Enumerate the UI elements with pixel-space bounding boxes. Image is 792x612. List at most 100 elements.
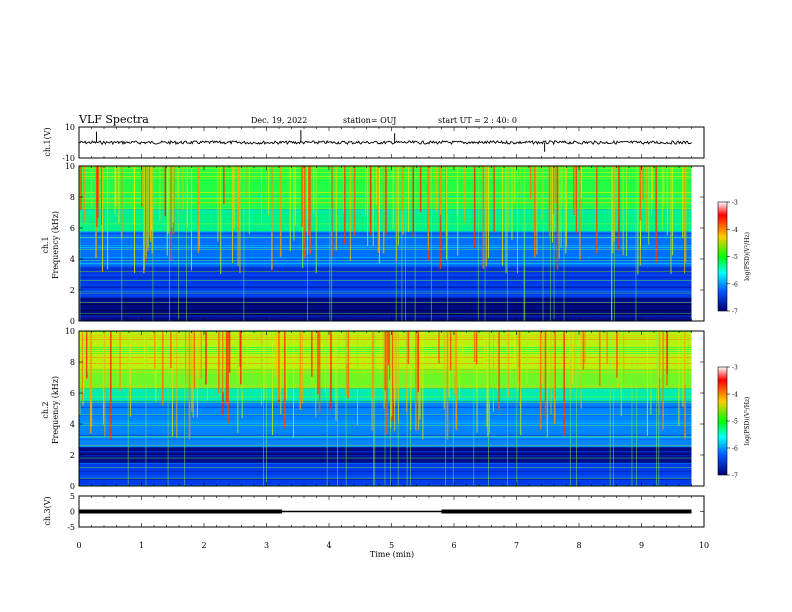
- ch2-spec-streak: [227, 331, 229, 423]
- ch1-spec-row: [79, 268, 692, 270]
- station-label: station= OUJ: [343, 116, 396, 125]
- ch1-spec-streak: [639, 166, 642, 221]
- ch1-spec-streak: [186, 166, 188, 228]
- ch1-spec-streak: [511, 166, 513, 240]
- ch1-spec-streak: [622, 166, 624, 256]
- ch1-spec-streak: [147, 166, 149, 248]
- ch2-spec-streak: [276, 331, 278, 378]
- ch2-spec-streak: [517, 331, 519, 391]
- ch2-spec-streak: [347, 331, 350, 399]
- ch2-spec-streak: [299, 331, 302, 411]
- ch2-spec-streak: [184, 331, 187, 384]
- x-tick-label: 1: [139, 541, 144, 550]
- ch1-spec-streak: [343, 166, 346, 245]
- ch2-spec-streak: [335, 331, 337, 421]
- ch1-spec-streak: [439, 166, 442, 270]
- ch1-spec-streak: [151, 166, 153, 226]
- colorbar-tick-label: -3: [732, 365, 738, 372]
- ch2-spec-streak: [218, 331, 220, 394]
- ch1-spec-row: [79, 280, 692, 282]
- ch2-spec-streak: [110, 331, 112, 440]
- ch2-spec-streak: [246, 331, 248, 366]
- ch2-spec-streak: [188, 331, 191, 440]
- ch1-spec-streak: [558, 166, 560, 259]
- ch2-spec-streak: [539, 331, 542, 430]
- ch2-spec-streak: [137, 331, 139, 365]
- ch1-spec-streak: [402, 166, 404, 235]
- ch2-spec-streak: [684, 331, 686, 439]
- ch1-spec-streak: [516, 166, 518, 274]
- ch1-spec-streak: [579, 166, 581, 260]
- ch1-spec-streak: [349, 166, 351, 261]
- ch2-spec-streak: [417, 331, 419, 393]
- ch1-spec-streak: [315, 166, 317, 274]
- ch2-spec-streak: [206, 331, 208, 401]
- ch1-spec-streak: [385, 166, 387, 235]
- ch2-spec-streak: [514, 331, 516, 366]
- ch1-spec-streak: [246, 166, 248, 198]
- colorbar-label: log(PSD)(V²/Hz): [744, 232, 751, 281]
- ch2-spec-streak: [580, 331, 582, 409]
- x-tick-label: 6: [451, 541, 456, 550]
- ch2-spec-streak: [292, 331, 294, 438]
- ch2-spec-streak: [492, 331, 494, 412]
- ch1-spec-streak: [182, 166, 184, 211]
- ch1-spec-streak: [372, 166, 374, 219]
- ch1-spec-streak: [548, 166, 551, 237]
- ch2-spec-streak: [659, 331, 661, 379]
- ch2-spec-streak: [161, 331, 164, 406]
- ch2-spec-streak: [473, 331, 476, 363]
- ch1-spec-streak: [573, 166, 575, 216]
- ch1-spec-streak: [149, 166, 151, 237]
- colorbar-ch2: -3 -4 -5 -6 -7 log(PSD)(V²/Hz): [717, 365, 751, 480]
- ch1-spec-streak: [96, 166, 99, 218]
- ch2-spec-streak: [620, 331, 622, 417]
- ch1-spec-streak: [233, 166, 235, 229]
- colorbar-gradient: [717, 201, 728, 312]
- ch1-spec-streak: [279, 166, 282, 257]
- ch1-y-tick-label: 10: [65, 123, 75, 132]
- ch1-spec-streak: [177, 166, 179, 198]
- x-tick-label: 5: [389, 541, 394, 550]
- ch1-spec-streak: [427, 166, 429, 249]
- ch1-spec-streak: [645, 166, 647, 233]
- ch2-spec-blank: [691, 331, 704, 486]
- ch1-spec-streak: [670, 166, 672, 274]
- x-tick-label: 3: [264, 541, 269, 550]
- ch2-spec-streak: [563, 331, 565, 436]
- colorbar-label: log(PSD)(V²/Hz): [744, 397, 751, 446]
- ch1-spec-streak: [107, 166, 109, 270]
- ch1-spec-y-tick-label: 2: [70, 286, 75, 295]
- ch1-spec-streak: [612, 166, 614, 254]
- ch2-spec-streak: [574, 331, 576, 376]
- ch1-spec-streak: [419, 166, 422, 213]
- colorbar-tick-label: -7: [732, 473, 738, 480]
- ch1-spec-row: [79, 276, 692, 278]
- ch2-spec-streak: [311, 331, 313, 377]
- ch1-spec-streak: [118, 166, 120, 223]
- ch2-spec-y-tick-label: 8: [70, 358, 75, 367]
- ch1-spec-streak: [367, 166, 369, 247]
- ch1-spec-streak: [682, 166, 684, 239]
- ch1-spec-streak: [237, 166, 239, 205]
- ch1-spec-streak: [239, 166, 241, 274]
- ch1-spec-streak: [115, 166, 117, 207]
- ch2-spec-streak: [419, 331, 421, 420]
- ch1-spec-streak: [220, 166, 222, 274]
- ch1-spec-streak: [655, 166, 658, 263]
- ch1-spec-streak: [167, 166, 169, 234]
- ch1-spec-ylabel-channel: ch.1: [41, 236, 50, 253]
- ch2-spec-y-tick-label: 2: [70, 451, 75, 460]
- ch2-spec-streak: [390, 331, 392, 429]
- ch1-spec-streak: [514, 166, 516, 199]
- x-tick-label: 10: [699, 541, 709, 550]
- ch2-spec-streak: [241, 331, 243, 419]
- ch2-spec-streak: [85, 331, 88, 379]
- ch2-spec-streak: [458, 331, 460, 400]
- ch2-spec-streak: [617, 331, 619, 389]
- ch2-spec-streak: [616, 331, 618, 378]
- ch1-waveform-line: [78, 139, 692, 146]
- ch2-spec-streak: [324, 331, 326, 393]
- ch2-spec-streak: [263, 331, 265, 400]
- ch1-spec-streak: [493, 166, 495, 233]
